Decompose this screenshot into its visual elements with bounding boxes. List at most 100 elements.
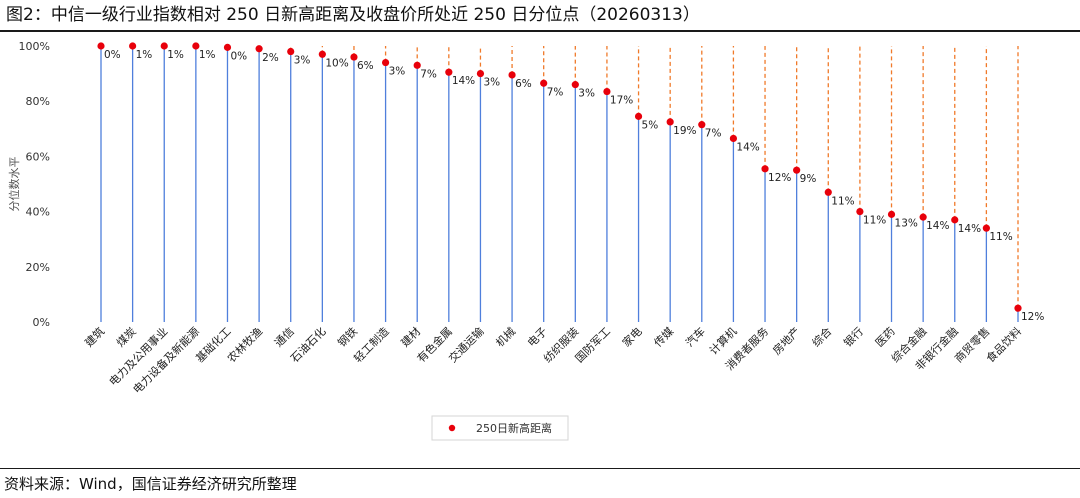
data-label: 0% — [230, 50, 247, 62]
y-tick-label: 80% — [26, 95, 50, 108]
category-label: 汽车 — [682, 324, 707, 349]
data-point — [571, 81, 579, 89]
data-point — [223, 43, 232, 51]
category-label: 电子 — [525, 325, 550, 350]
category-label: 食品饮料 — [983, 324, 1024, 365]
category-label: 房地产 — [770, 324, 803, 357]
category-label: 轻工制造 — [351, 324, 392, 365]
data-label: 3% — [578, 88, 595, 100]
data-point — [729, 134, 738, 143]
data-labels: 0% 1% 1% 1% 0% 2% 3% 10% 6% 3% 7% 14% 3% 6% 7% 3% 17% 5% 1… — [104, 49, 1044, 323]
data-label: 13% — [895, 217, 918, 229]
data-label: 12% — [768, 172, 791, 184]
category-label: 通信 — [272, 325, 297, 350]
legend-label: 250日新高距离 — [476, 421, 552, 435]
y-axis-label: 分位数水平 — [7, 157, 21, 212]
data-label: 12% — [1021, 311, 1044, 323]
data-point — [160, 42, 168, 50]
data-label: 7% — [705, 128, 722, 140]
y-tick-label: 40% — [26, 206, 50, 219]
data-point — [887, 210, 896, 218]
category-label: 建材 — [398, 324, 423, 349]
data-point — [350, 53, 358, 61]
stems — [100, 46, 1019, 322]
data-label: 14% — [926, 220, 949, 232]
data-point — [603, 87, 611, 96]
y-tick-label: 0% — [33, 316, 50, 329]
category-label: 钢铁 — [335, 325, 360, 350]
data-point — [508, 71, 516, 79]
category-label: 机械 — [493, 324, 518, 349]
data-label: 14% — [736, 141, 759, 153]
category-label: 石油石化 — [287, 324, 328, 365]
category-label: 银行 — [841, 324, 866, 349]
category-label: 传媒 — [652, 325, 677, 350]
category-label: 国防军工 — [572, 324, 613, 365]
y-tick-label: 100% — [19, 40, 50, 53]
category-label: 建筑 — [82, 324, 107, 349]
legend-marker — [448, 424, 456, 432]
data-point — [982, 224, 990, 232]
data-point — [97, 42, 105, 50]
data-label: 11% — [831, 195, 854, 207]
data-label: 3% — [483, 77, 500, 89]
data-point — [698, 121, 706, 129]
data-label: 7% — [420, 68, 437, 80]
category-label: 医药 — [873, 325, 898, 350]
data-label: 0% — [104, 49, 121, 61]
data-label: 7% — [547, 86, 564, 98]
data-point — [793, 166, 801, 174]
data-label: 17% — [610, 95, 633, 107]
category-label: 农林牧渔 — [224, 324, 265, 365]
data-point — [761, 165, 769, 173]
data-point — [951, 216, 959, 224]
category-label: 交通运输 — [446, 324, 487, 365]
x-axis-categories: 建筑 煤炭电力及公用事业电力设备及新能源基础化工农林牧渔 通信石油石化 钢铁轻工制造建… — [82, 324, 1024, 396]
category-label: 家电 — [619, 324, 644, 349]
data-point — [476, 70, 485, 78]
y-tick-label: 20% — [26, 261, 50, 274]
data-point — [445, 68, 453, 76]
data-point — [381, 58, 390, 67]
data-label: 1% — [199, 49, 216, 61]
data-point — [287, 47, 295, 56]
data-point — [540, 79, 548, 87]
data-point — [129, 42, 137, 50]
data-label: 19% — [673, 125, 696, 137]
category-label: 煤炭 — [114, 325, 139, 350]
data-label: 6% — [357, 60, 374, 72]
chart-title: 图2：中信一级行业指数相对 250 日新高距离及收盘价所处近 250 日分位点（… — [6, 5, 700, 25]
legend: 250日新高距离 — [431, 415, 569, 441]
category-label: 综合 — [809, 324, 834, 349]
data-point — [919, 213, 927, 221]
y-axis: 0% 20% 40% 60% 80% 100% — [19, 40, 50, 329]
title-divider — [0, 30, 1080, 32]
data-label: 9% — [800, 173, 817, 185]
source-note: 资料来源：Wind，国信证券经济研究所整理 — [4, 475, 297, 493]
data-label: 1% — [136, 49, 153, 61]
data-label: 2% — [262, 52, 279, 64]
data-point — [318, 50, 326, 58]
footer-divider — [0, 468, 1080, 469]
data-label: 14% — [452, 75, 475, 87]
lollipop-chart: 0% 20% 40% 60% 80% 100% 分位数水平 0% 1% 1% 1% 0% 2% 3% 1… — [7, 40, 1044, 441]
data-point — [666, 118, 674, 126]
points — [97, 42, 1022, 312]
data-label: 3% — [389, 66, 406, 78]
data-point — [856, 208, 864, 216]
data-point — [824, 188, 832, 196]
data-label: 5% — [642, 119, 659, 131]
data-label: 14% — [958, 223, 981, 235]
data-point — [634, 112, 643, 120]
y-tick-label: 60% — [26, 150, 50, 163]
data-label: 6% — [515, 78, 532, 90]
data-point — [1014, 304, 1022, 312]
data-label: 10% — [325, 57, 348, 69]
data-point — [192, 42, 200, 50]
data-point — [255, 45, 263, 53]
data-label: 1% — [167, 49, 184, 61]
data-label: 11% — [989, 231, 1012, 243]
data-point — [413, 61, 421, 69]
data-label: 11% — [863, 215, 886, 227]
data-label: 3% — [294, 55, 311, 67]
